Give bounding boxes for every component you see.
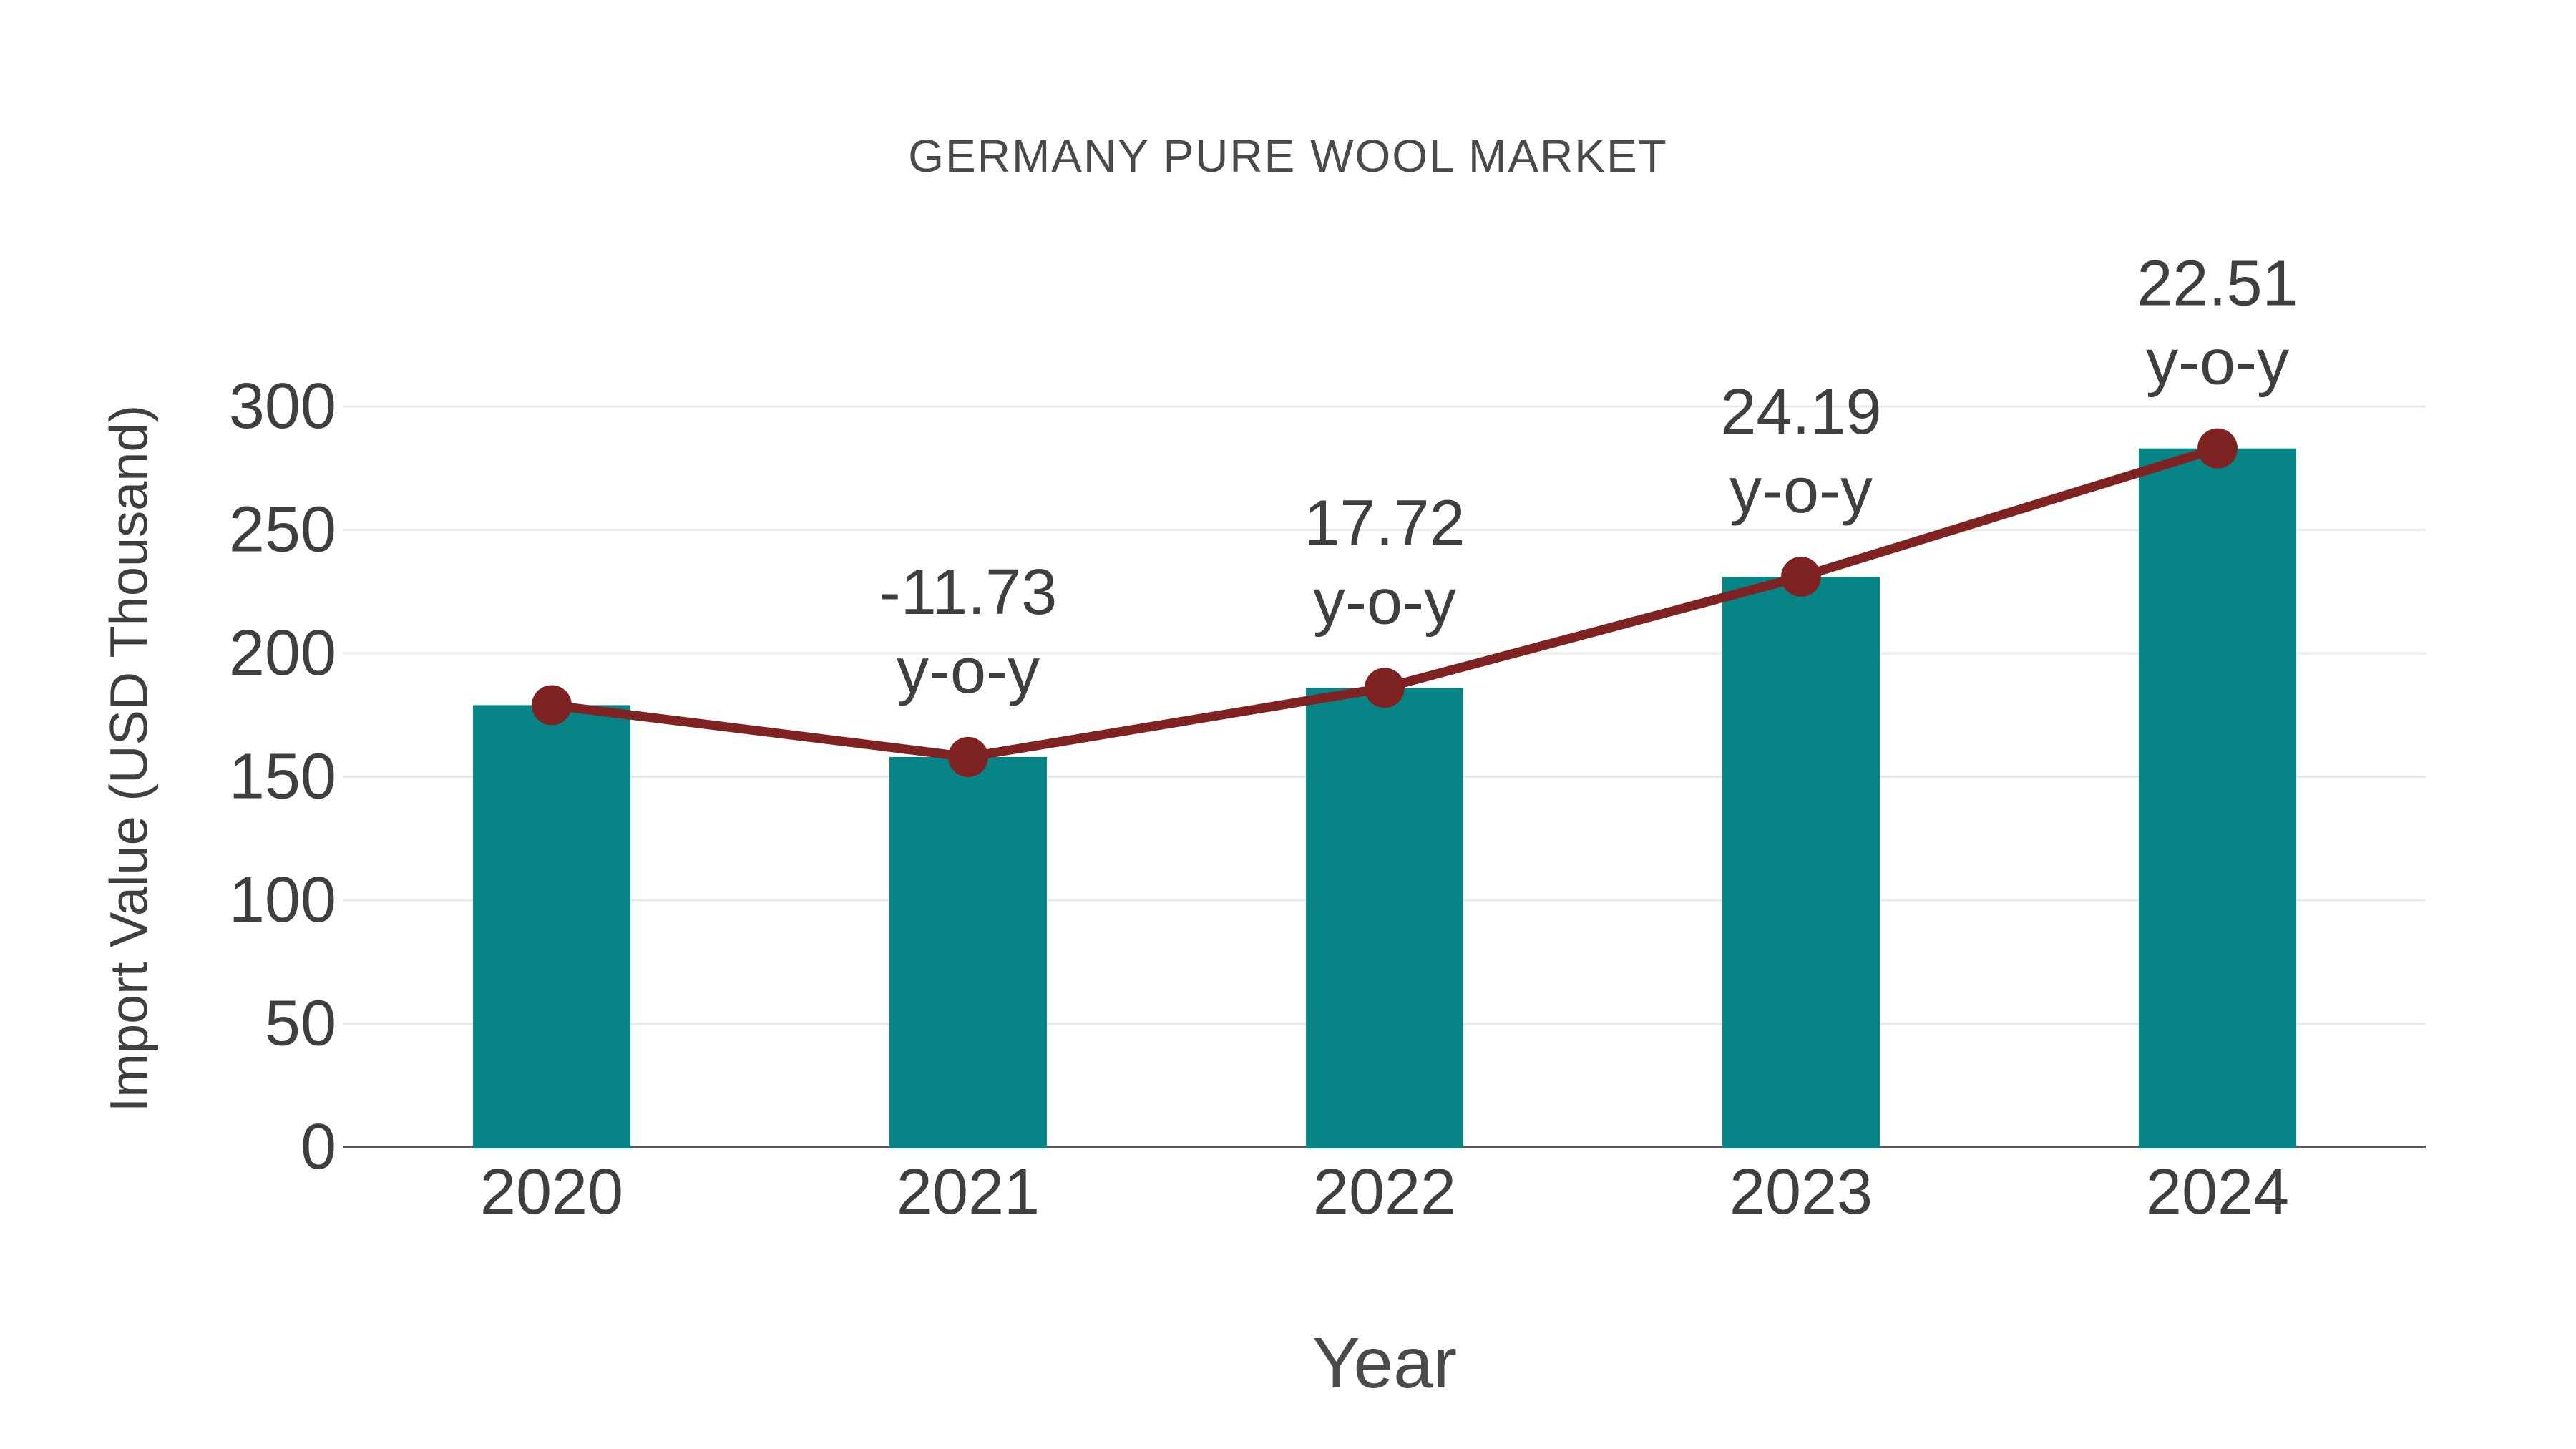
y-tick-label-300: 300 [229,371,336,442]
trend-marker-2021 [948,736,988,777]
y-tick-label-50: 50 [265,988,336,1060]
x-tick-label-2023: 2023 [1729,1156,1873,1228]
y-tick-label-0: 0 [301,1111,336,1183]
point-label-suffix-2024: y-o-y [2146,327,2289,399]
bar-2021 [889,756,1047,1148]
trend-marker-2024 [2197,428,2238,469]
x-tick-label-2021: 2021 [897,1156,1040,1228]
trend-marker-2023 [1781,557,1821,597]
x-tick-label-2020: 2020 [480,1156,623,1228]
y-tick-label-250: 250 [229,494,336,566]
bar-2023 [1722,577,1880,1148]
point-label-suffix-2021: y-o-y [897,635,1040,707]
x-tick-label-2024: 2024 [2146,1156,2289,1228]
point-label-value-2023: 24.19 [1720,376,1881,448]
point-label-value-2022: 17.72 [1304,487,1465,559]
trend-marker-2020 [532,685,572,726]
x-axis-title: Year [1312,1323,1457,1403]
point-label-value-2024: 22.51 [2137,248,2298,320]
point-label-suffix-2023: y-o-y [1729,455,1873,527]
plot-area: 0 50 100 150 200 250 300 2020 2021 2022 2023 2024 -1… [229,248,2426,1228]
y-tick-label-150: 150 [229,741,336,813]
y-tick-label-200: 200 [229,618,336,689]
y-axis-title: Import Value (USD Thousand) [99,405,159,1113]
y-tick-label-100: 100 [229,864,336,936]
point-label-value-2021: -11.73 [879,557,1058,628]
trend-marker-2022 [1365,668,1405,708]
chart-title: GERMANY PURE WOOL MARKET [908,130,1667,182]
x-tick-label-2022: 2022 [1313,1156,1456,1228]
bar-2022 [1306,688,1463,1148]
point-label-suffix-2022: y-o-y [1313,566,1456,638]
bar-2020 [473,705,630,1148]
bar-2024 [2139,448,2296,1148]
